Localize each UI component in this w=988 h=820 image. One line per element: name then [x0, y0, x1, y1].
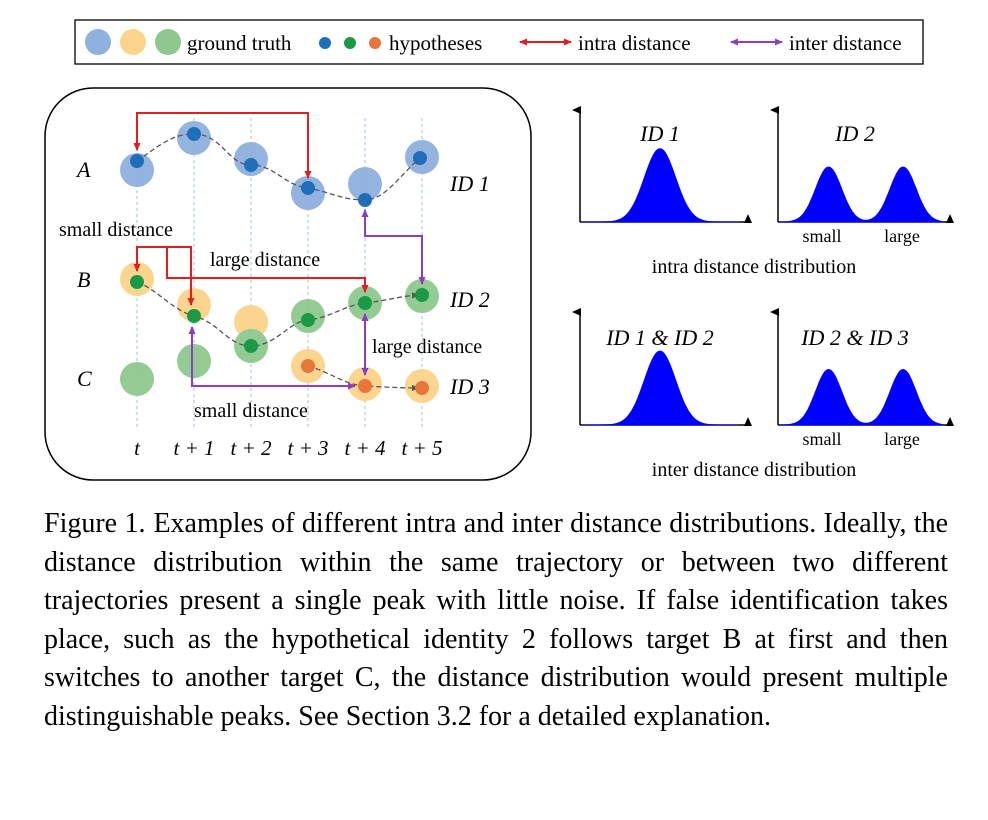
legend-hypotheses-label: hypotheses: [389, 31, 482, 55]
dist-plot-id1-id2: ID 1 & ID 2: [572, 308, 752, 426]
inter-arrow-id2-id3-small: [188, 326, 356, 390]
caption-label: Figure 1.: [44, 508, 146, 539]
time-label: t + 3: [287, 436, 328, 460]
dist-plot-id2: ID 2 small large: [770, 106, 954, 246]
hyp-dot-id3: [415, 381, 429, 395]
hyp-dot-id1: [244, 158, 258, 172]
legend-ground-truth-label: ground truth: [187, 31, 292, 55]
identity-label-2: ID 2: [449, 287, 490, 312]
identity-label-1: ID 1: [449, 171, 490, 196]
time-label: t + 2: [230, 436, 272, 460]
figure-caption: Figure 1. Examples of different intra and…: [44, 505, 948, 736]
target-label-b: B: [77, 267, 90, 292]
hyp-dot-id3: [358, 379, 372, 393]
legend-intra-label: intra distance: [578, 31, 691, 55]
legend-gt-blue-circle: [85, 29, 111, 55]
intra-arrow-id1: [133, 112, 312, 179]
target-label-a: A: [75, 157, 91, 182]
inter-distance-arrows: [188, 209, 426, 390]
dist-curve: [779, 368, 943, 426]
caption-text: Examples of different intra and inter di…: [44, 508, 949, 732]
inter-arrow-id1-id2: [361, 209, 426, 285]
dist-curve: [582, 148, 738, 223]
dist-tick-small: small: [803, 226, 842, 246]
gt-circle-a: [348, 167, 382, 201]
hyp-dot-id3: [301, 359, 315, 373]
annotation-small-distance-bottom: small distance: [194, 400, 308, 422]
time-label: t: [134, 436, 141, 460]
hyp-dot-id1: [301, 181, 315, 195]
inter-distribution-label: inter distance distribution: [652, 459, 856, 481]
hyp-dot-id1: [187, 127, 201, 141]
time-label: t + 5: [401, 436, 442, 460]
legend: ground truth hypotheses intra distance i…: [74, 19, 924, 65]
hyp-dot-id2: [130, 275, 144, 289]
time-label: t + 4: [344, 436, 386, 460]
gt-circle-c: [177, 344, 211, 378]
time-axis-labels: t t + 1 t + 2 t + 3 t + 4 t + 5: [134, 436, 442, 460]
dist-tick-small: small: [803, 429, 842, 449]
dist-plot-id1: ID 1: [572, 106, 752, 223]
hyp-dot-id2: [244, 339, 258, 353]
dist-plot-title: ID 1: [639, 121, 680, 146]
identity-label-3: ID 3: [449, 374, 490, 399]
dist-plot-id2-id3: ID 2 & ID 3 small large: [770, 308, 954, 449]
legend-gt-green-circle: [155, 29, 181, 55]
dist-plot-title: ID 1 & ID 2: [605, 325, 714, 350]
time-label: t + 1: [173, 436, 214, 460]
annotation-small-distance-top: small distance: [59, 219, 173, 241]
hyp-dot-id2: [415, 288, 429, 302]
hyp-dot-id1: [358, 193, 372, 207]
hyp-dot-id2: [358, 296, 372, 310]
annotation-large-distance-right: large distance: [372, 336, 482, 358]
dist-plot-title: ID 2 & ID 3: [800, 325, 909, 350]
target-label-c: C: [77, 366, 92, 391]
intra-distribution-label: intra distance distribution: [652, 256, 856, 278]
gt-circle-c: [120, 362, 154, 396]
annotation-large-distance-mid: large distance: [210, 249, 320, 271]
intra-arrow-id2-large: [166, 247, 369, 293]
hyp-dot-id2: [187, 309, 201, 323]
distribution-plots: ID 1 ID 2 small large intra distance dis…: [572, 106, 954, 481]
hyp-dot-id2: [301, 313, 315, 327]
figure-1: ground truth hypotheses intra distance i…: [44, 19, 954, 481]
dist-tick-large: large: [884, 226, 920, 246]
intra-distance-arrows: [133, 112, 369, 306]
trajectory-panel: A B C ID 1 ID 2 ID 3 small distance larg…: [44, 87, 532, 481]
hyp-dot-id1: [413, 151, 427, 165]
intra-arrow-id2-small: [133, 246, 195, 306]
hyp-dot-id1: [130, 154, 144, 168]
legend-inter-label: inter distance: [789, 31, 902, 55]
legend-gt-orange-circle: [120, 29, 146, 55]
legend-hyp-blue-dot: [319, 37, 331, 49]
legend-hyp-green-dot: [344, 37, 356, 49]
dist-curve: [582, 350, 738, 426]
dist-curve: [779, 166, 943, 223]
dist-plot-title: ID 2: [834, 121, 875, 146]
dist-tick-large: large: [884, 429, 920, 449]
legend-hyp-orange-dot: [369, 37, 381, 49]
